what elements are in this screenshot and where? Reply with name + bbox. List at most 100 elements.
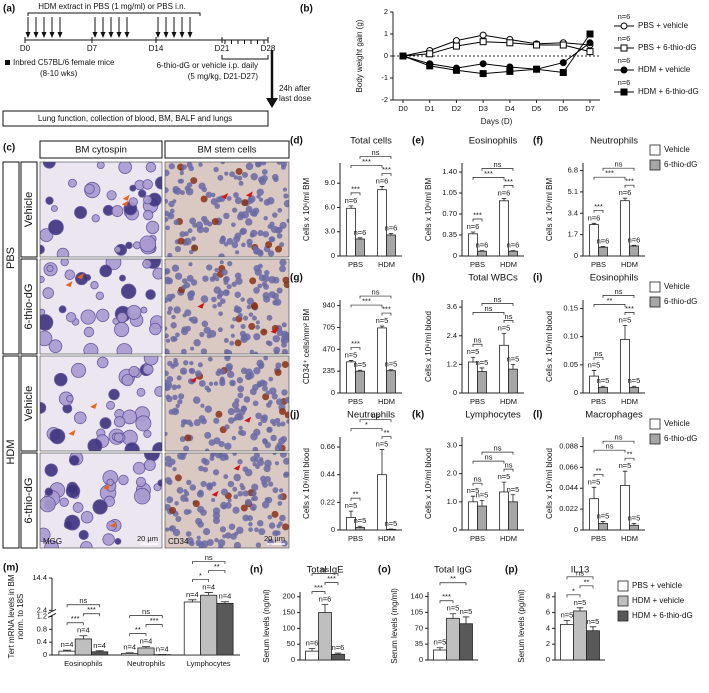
n-label: n=5 bbox=[597, 511, 610, 520]
cell bbox=[163, 349, 170, 356]
cell bbox=[138, 190, 146, 198]
cell bbox=[282, 322, 287, 327]
legend-swatch bbox=[650, 419, 660, 429]
treatment-label: Vehicle bbox=[23, 386, 35, 421]
cell bbox=[198, 362, 203, 367]
legend-n: n=6 bbox=[618, 56, 631, 65]
y-axis-label: Tert mRNA levels in BM bbox=[7, 574, 16, 658]
cell bbox=[173, 306, 180, 313]
cell bbox=[182, 451, 187, 456]
cell bbox=[67, 395, 74, 402]
panel-label: (o) bbox=[378, 565, 391, 576]
cell bbox=[175, 273, 182, 280]
cell bbox=[133, 462, 145, 474]
y-axis-label: Cells x 10⁶/ml blood bbox=[424, 311, 433, 382]
y-axis-label: Serum levels (pg/ml) bbox=[517, 589, 526, 663]
cell bbox=[73, 503, 83, 513]
cell bbox=[262, 501, 269, 508]
cell bbox=[115, 246, 121, 252]
treatment-label: 6-thio-dG bbox=[23, 478, 35, 524]
n-label: n=5 bbox=[354, 516, 367, 525]
legend-swatch bbox=[650, 297, 660, 307]
cell bbox=[213, 437, 220, 444]
cell bbox=[201, 295, 209, 303]
x-tick-label: PBS bbox=[470, 534, 485, 543]
cell bbox=[263, 284, 269, 290]
cell bbox=[81, 511, 93, 523]
cell bbox=[204, 432, 211, 439]
cell bbox=[226, 238, 233, 245]
y-tick-label: 0.44 bbox=[320, 470, 335, 479]
sig-label: ** bbox=[627, 450, 633, 459]
cell bbox=[205, 406, 212, 413]
marker bbox=[621, 67, 627, 73]
cell bbox=[43, 288, 54, 299]
cell bbox=[277, 501, 282, 506]
cell bbox=[184, 238, 192, 246]
cell bbox=[270, 419, 275, 424]
cell bbox=[281, 436, 287, 442]
cell bbox=[79, 530, 88, 539]
n-label: n=5 bbox=[467, 347, 480, 356]
cell bbox=[241, 242, 246, 247]
cell bbox=[214, 381, 218, 385]
n-label: n=5 bbox=[476, 490, 489, 499]
y-tick-label: 14.4 bbox=[32, 573, 47, 582]
cell bbox=[166, 496, 173, 503]
timing-text: last dose bbox=[279, 94, 312, 103]
legend-label: 6-thio-dG bbox=[664, 160, 697, 169]
y-tick-label: 470 bbox=[322, 344, 335, 353]
cell bbox=[136, 477, 145, 486]
sig-label: ** bbox=[607, 296, 613, 305]
legend-label: HDM + 6-thio-dG bbox=[632, 611, 693, 620]
y-tick-label: 6 bbox=[546, 608, 550, 617]
y-axis-label: Cells x 10⁶/ml BM bbox=[424, 178, 433, 242]
cell bbox=[175, 516, 181, 522]
cell bbox=[217, 294, 222, 299]
error-bar bbox=[450, 614, 457, 619]
cell bbox=[213, 517, 220, 524]
cell bbox=[254, 527, 259, 532]
y-axis-label: Cells x 10⁶/ml BM bbox=[545, 178, 554, 242]
cell bbox=[140, 236, 156, 252]
y-axis-label: Cells x 10⁶/ml blood bbox=[545, 448, 554, 519]
cell bbox=[285, 397, 291, 403]
y-tick-label: 0 bbox=[291, 655, 295, 664]
cell bbox=[167, 212, 171, 216]
cell bbox=[150, 323, 162, 335]
n-label: n=5 bbox=[574, 598, 587, 607]
cell bbox=[214, 286, 221, 293]
cell bbox=[227, 284, 232, 289]
cell bbox=[250, 388, 257, 395]
cell bbox=[172, 264, 179, 271]
cell bbox=[222, 505, 227, 510]
cell bbox=[202, 321, 209, 328]
n-label: n=6 bbox=[507, 241, 520, 250]
cell bbox=[224, 338, 229, 343]
sig-label: *** bbox=[382, 305, 391, 314]
cell bbox=[191, 236, 196, 241]
error-bar bbox=[511, 364, 515, 369]
sig-label: ns bbox=[576, 568, 584, 577]
y-tick-label: 2.4 bbox=[37, 605, 47, 614]
cell bbox=[178, 179, 183, 184]
cell bbox=[281, 165, 286, 170]
cell bbox=[239, 229, 245, 235]
cell bbox=[173, 337, 178, 342]
cell bbox=[178, 393, 184, 399]
cell bbox=[54, 373, 67, 386]
cell bbox=[189, 361, 193, 365]
cell bbox=[195, 370, 202, 377]
y-tick-label: 0 bbox=[453, 525, 457, 534]
sig-label: ** bbox=[450, 574, 456, 583]
y-tick-label: 0 bbox=[331, 525, 335, 534]
n-label: n=5 bbox=[597, 376, 610, 385]
axis-break bbox=[48, 611, 56, 615]
legend-n: n=6 bbox=[618, 78, 631, 87]
cell bbox=[60, 498, 69, 507]
sig-label: *** bbox=[351, 184, 360, 193]
x-tick-label: HDM bbox=[500, 260, 517, 269]
sig-label: *** bbox=[71, 614, 80, 623]
cell bbox=[231, 381, 236, 386]
y-tick-label: 1 bbox=[384, 29, 388, 38]
